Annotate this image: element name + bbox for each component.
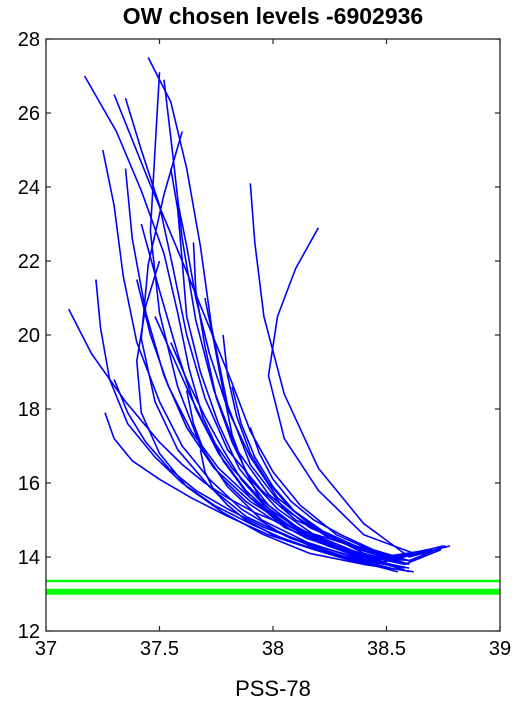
- profile-line-26: [231, 386, 442, 566]
- y-tick-label: 24: [18, 177, 40, 199]
- profile-line-19: [170, 342, 437, 562]
- plot-area: [45, 38, 501, 632]
- x-tick-label: 38.5: [367, 638, 406, 660]
- x-tick-label: 37: [35, 638, 57, 660]
- profiles-layer: [67, 57, 451, 573]
- profile-line-23: [176, 201, 410, 566]
- plot-background: [46, 39, 500, 631]
- chart-title: OW chosen levels -6902936: [122, 3, 424, 29]
- x-axis: 37 37.5 38 38.5 39: [35, 39, 511, 660]
- profile-line-22: [104, 412, 414, 573]
- y-tick-label: 28: [18, 29, 40, 51]
- profile-line-28: [199, 449, 392, 569]
- profile-line-8: [249, 183, 451, 558]
- profile-line-14: [113, 379, 410, 569]
- profile-line-24: [222, 334, 446, 562]
- profile-line-12: [140, 131, 405, 569]
- profile-line-27: [163, 79, 410, 566]
- profile-line-15: [140, 223, 423, 562]
- x-axis-label: PSS-78: [235, 676, 311, 701]
- y-tick-label: 16: [18, 473, 40, 495]
- x-tick-label: 38: [262, 638, 284, 660]
- x-tick-label: 39: [489, 638, 511, 660]
- profile-line-25: [136, 279, 433, 562]
- y-tick-label: 20: [18, 325, 40, 347]
- chosen-levels-layer: [46, 579, 500, 595]
- y-tick-label: 26: [18, 103, 40, 125]
- profile-line-9: [267, 227, 414, 555]
- x-tick-label: 37.5: [140, 638, 179, 660]
- profile-line-29: [249, 427, 446, 562]
- y-tick-label: 18: [18, 399, 40, 421]
- profile-line-16: [136, 260, 364, 566]
- y-tick-label: 12: [18, 621, 40, 643]
- profile-line-20: [124, 168, 392, 566]
- y-tick-label: 14: [18, 547, 40, 569]
- y-axis: 12 14 16 18 20 22 24 26 28: [18, 29, 500, 643]
- profile-line-10: [113, 94, 433, 558]
- y-tick-label: 22: [18, 251, 40, 273]
